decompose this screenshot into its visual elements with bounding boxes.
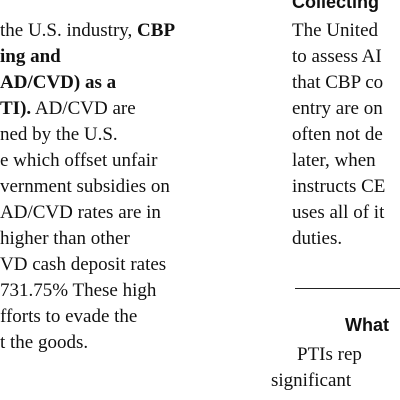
section-heading-what: What: [345, 315, 389, 335]
right-line: instructs CE: [292, 176, 386, 197]
left-line: fforts to evade the: [0, 304, 175, 330]
section-heading-collecting: Collecting: [292, 0, 380, 12]
right-column-bottom: PTIs rep significant: [271, 342, 362, 394]
left-line: 731.75% These high: [0, 278, 175, 304]
right-line: later, when: [292, 150, 376, 171]
bold-text: CBP: [137, 20, 176, 41]
left-line: the U.S. industry, CBP: [0, 18, 175, 44]
body-text: 731.75% These high: [0, 280, 157, 301]
right-line: The United: [292, 20, 379, 41]
body-text: e which offset unfair: [0, 150, 158, 171]
left-line: ing and: [0, 44, 175, 70]
left-line: t the goods.: [0, 330, 175, 356]
right-column: The United to assess AI that CBP co entr…: [292, 18, 385, 252]
body-text: AD/CVD are: [31, 98, 136, 119]
right-bottom-line: PTIs rep: [297, 344, 362, 365]
right-line: uses all of it: [292, 202, 385, 223]
body-text: AD/CVD rates are in: [0, 202, 161, 223]
section-divider: [295, 288, 400, 289]
left-line: vernment subsidies on: [0, 174, 175, 200]
left-line: e which offset unfair: [0, 148, 175, 174]
body-text: the U.S. industry,: [0, 20, 138, 41]
left-line: ned by the U.S.: [0, 122, 175, 148]
left-column: the U.S. industry, CBP ing and AD/CVD) as …: [0, 18, 175, 356]
body-text: fforts to evade the: [0, 306, 138, 327]
body-text: ned by the U.S.: [0, 124, 118, 145]
body-text: vernment subsidies on: [0, 176, 170, 197]
right-bottom-line: significant: [271, 370, 352, 391]
left-line: AD/CVD rates are in: [0, 200, 175, 226]
bold-text: ing and: [0, 46, 61, 67]
body-text: t the goods.: [0, 332, 89, 353]
body-text: higher than other: [0, 228, 130, 249]
bold-text: AD/CVD) as a: [0, 72, 117, 93]
right-line: often not de: [292, 124, 383, 145]
right-line: entry are on: [292, 98, 383, 119]
body-text: VD cash deposit rates: [0, 254, 167, 275]
right-line: that CBP co: [292, 72, 384, 93]
right-line: duties.: [292, 228, 343, 249]
right-line: to assess AI: [292, 46, 382, 67]
bold-text: TI).: [0, 98, 32, 119]
left-line: higher than other: [0, 226, 175, 252]
left-line: VD cash deposit rates: [0, 252, 175, 278]
left-line: AD/CVD) as a: [0, 70, 175, 96]
left-line: TI). AD/CVD are: [0, 96, 175, 122]
